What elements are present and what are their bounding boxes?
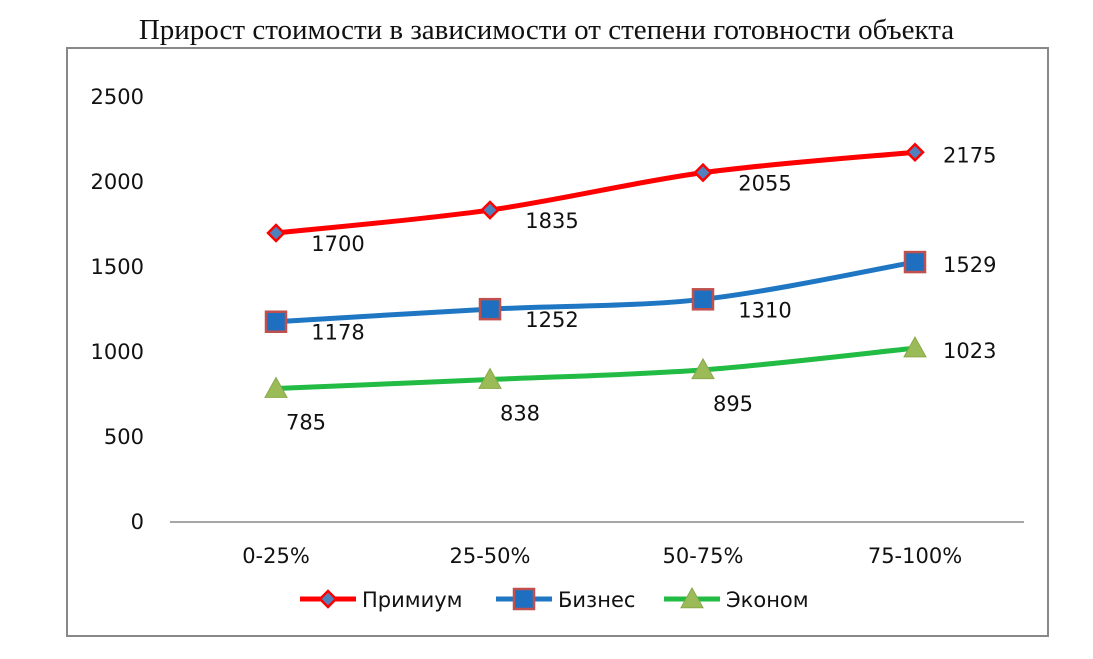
plot-frame — [66, 47, 1049, 637]
data-point-premium — [266, 223, 286, 243]
data-point-economy — [264, 376, 288, 398]
data-label-premium: 2175 — [943, 143, 996, 167]
data-point-business — [264, 310, 288, 333]
series-line-premium — [273, 149, 918, 236]
data-point-economy — [903, 336, 927, 358]
y-tick-label: 2500 — [91, 85, 144, 109]
series-line-business — [273, 259, 918, 325]
data-point-business — [691, 288, 715, 311]
data-point-economy — [691, 357, 715, 380]
data-label-business: 1252 — [525, 308, 578, 332]
y-tick-label: 0 — [131, 510, 144, 534]
legend-item-premium: Примиум — [300, 588, 463, 612]
series-lines — [273, 149, 918, 392]
legend-item-business: Бизнес — [496, 587, 635, 612]
chart-title: Прирост стоимости в зависимости от степе… — [138, 14, 955, 46]
legend-label-premium: Примиум — [362, 588, 463, 612]
legend: Примиум Бизнес Эконом — [300, 586, 809, 612]
legend-marker-business — [512, 587, 536, 611]
legend-marker-premium — [318, 589, 338, 609]
data-label-business: 1529 — [943, 253, 996, 277]
data-label-premium: 2055 — [738, 172, 791, 196]
y-tick-label: 1000 — [91, 340, 144, 364]
data-label-economy: 838 — [500, 402, 540, 426]
legend-marker-economy — [680, 586, 704, 609]
x-tick-label: 50-75% — [663, 544, 744, 568]
data-labels: 1700 1835 2055 2175 1178 1252 1310 1529 785 838 89… — [286, 143, 997, 434]
data-point-economy — [478, 367, 502, 389]
data-point-premium — [480, 200, 500, 220]
x-tick-label: 75-100% — [868, 544, 962, 568]
legend-item-economy: Эконом — [664, 586, 809, 612]
data-point-premium — [693, 162, 713, 183]
data-point-business — [478, 297, 502, 321]
x-tick-label: 25-50% — [450, 544, 531, 568]
y-tick-label: 1500 — [91, 255, 144, 279]
series-line-economy — [273, 345, 918, 392]
data-label-economy: 1023 — [943, 339, 996, 363]
data-label-premium: 1835 — [525, 209, 578, 233]
series-markers — [264, 142, 927, 398]
data-label-economy: 785 — [286, 411, 326, 435]
y-tick-label: 500 — [104, 425, 144, 449]
data-label-economy: 895 — [713, 392, 753, 416]
legend-label-business: Бизнес — [558, 588, 635, 612]
data-label-premium: 1700 — [311, 232, 364, 256]
data-label-business: 1178 — [311, 321, 364, 345]
legend-label-economy: Эконом — [726, 588, 809, 612]
x-axis-ticks: 0-25% 25-50% 50-75% 75-100% — [242, 544, 962, 568]
data-point-business — [903, 250, 927, 274]
y-axis-ticks: 0 500 1000 1500 2000 2500 — [91, 85, 144, 534]
x-tick-label: 0-25% — [242, 544, 310, 568]
y-tick-label: 2000 — [91, 170, 144, 194]
data-point-premium — [905, 142, 925, 163]
data-label-business: 1310 — [738, 298, 791, 322]
